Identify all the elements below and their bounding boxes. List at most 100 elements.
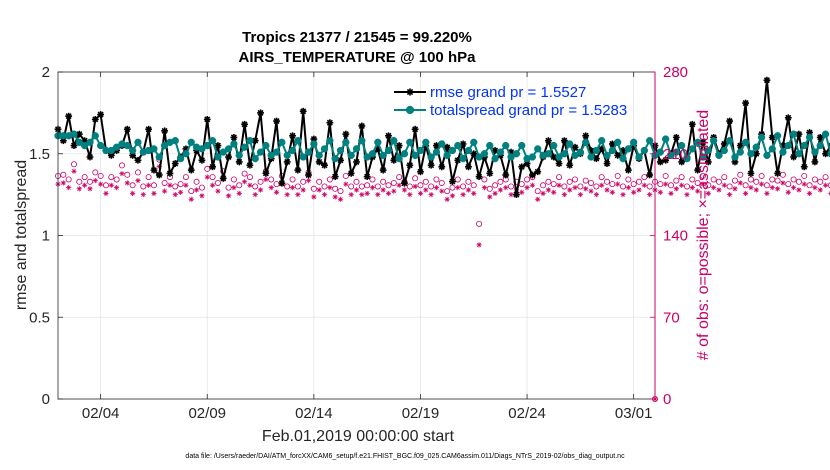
possible-obs-point [497,178,504,185]
assimilated-obs-point [439,188,445,194]
assimilated-obs-point [60,180,66,186]
rmse-point [262,169,270,177]
x-axis-ticks: 02/04 02/09 02/14 02/19 02/24 03/01 [82,72,652,422]
possible-obs-point [593,183,600,190]
rmse-point [86,153,94,161]
spread-point [256,148,265,156]
assimilated-obs-point [193,187,200,193]
possible-obs-point [406,183,413,190]
y-right-tick-label-0: 0 [663,391,671,408]
possible-obs-point [566,178,573,185]
assimilated-obs-point [449,193,456,199]
possible-obs-point [326,176,333,183]
rmse-point [646,171,654,179]
rmse-point [427,161,435,169]
spread-point [272,148,281,156]
assimilated-obs-point [71,168,77,174]
rmse-point [283,158,291,166]
possible-obs-point [433,176,440,183]
spread-point [251,155,259,163]
assimilated-obs-point [455,185,461,191]
possible-obs-point [492,182,499,189]
possible-obs-point [604,178,611,185]
possible-obs-point [113,176,120,183]
possible-obs-point [70,161,77,168]
rmse-point [75,130,83,138]
possible-obs-point [284,183,291,190]
rmse-point [571,143,579,151]
spread-point [747,150,755,158]
rmse-point [747,169,755,177]
spread-point [725,137,734,145]
spread-point [731,153,739,161]
assimilated-obs-point [130,190,136,197]
spread-point [587,153,595,161]
spread-point [208,137,217,145]
x-axis-label: Feb.01,2019 00:00:00 start [262,428,455,445]
spread-point [454,141,462,150]
spread-point [555,153,563,161]
y-right-tick-label-1: 70 [663,309,680,326]
spread-point [112,143,121,151]
rmse-point [214,142,222,149]
spread-point [635,153,643,161]
possible-obs-point [598,174,605,181]
spread-point [123,141,131,150]
spread-point [805,133,814,142]
assimilated-obs-point [716,187,722,193]
spread-point [784,141,792,150]
assimilated-obs-point [263,176,269,183]
possible-obs-point [747,176,754,183]
assimilated-obs-point [753,187,759,193]
possible-obs-point [636,178,643,185]
rmse-point [790,153,797,161]
y-axis-right-label: # of obs: o=possible; ×=assimilated [695,110,712,360]
assimilated-obs-point [743,190,749,197]
spread-point [262,141,270,150]
possible-obs-point [524,176,531,183]
rmse-point [454,156,462,164]
assimilated-obs-point [114,185,120,191]
spread-point [320,145,329,153]
rmse-point [257,109,264,117]
spread-point [821,130,830,138]
assimilated-obs-point [769,185,775,191]
spread-point [646,137,654,145]
rmse-point [816,134,824,141]
possible-obs-point [396,174,403,181]
spread-point [672,148,680,156]
assimilated-obs-point [225,193,232,199]
assimilated-obs-point [343,181,349,187]
spread-point [624,145,632,153]
spread-point [219,148,227,156]
possible-obs-point [412,175,419,182]
rmse-point [486,169,494,177]
assimilated-obs-point [721,182,727,188]
spread-point [294,137,302,145]
spread-point [773,132,782,140]
possible-obs-point [369,176,376,183]
spread-point [347,151,355,160]
assimilated-obs-point [353,187,360,193]
spread-point [709,137,718,145]
possible-obs-point [710,176,717,183]
rmse-point [624,166,632,174]
possible-obs-point [134,169,141,176]
assimilated-obs-point [417,190,424,197]
possible-obs-point [763,182,770,189]
spread-point [459,155,467,163]
possible-obs-point [556,174,563,181]
spread-point [752,143,760,151]
possible-obs-point [444,188,451,195]
legend-rmse-label: rmse grand pr = 1.5527 [430,84,586,101]
assimilated-obs-point [268,185,274,191]
assimilated-obs-point [321,192,328,198]
rmse-point [513,191,520,199]
assimilated-obs-point [647,192,653,198]
assimilated-obs-point [636,187,642,193]
possible-obs-point [508,183,515,190]
assimilated-obs-point [673,186,679,192]
assimilated-obs-point [428,192,434,198]
possible-obs-point [534,188,541,195]
spread-point [432,148,441,156]
